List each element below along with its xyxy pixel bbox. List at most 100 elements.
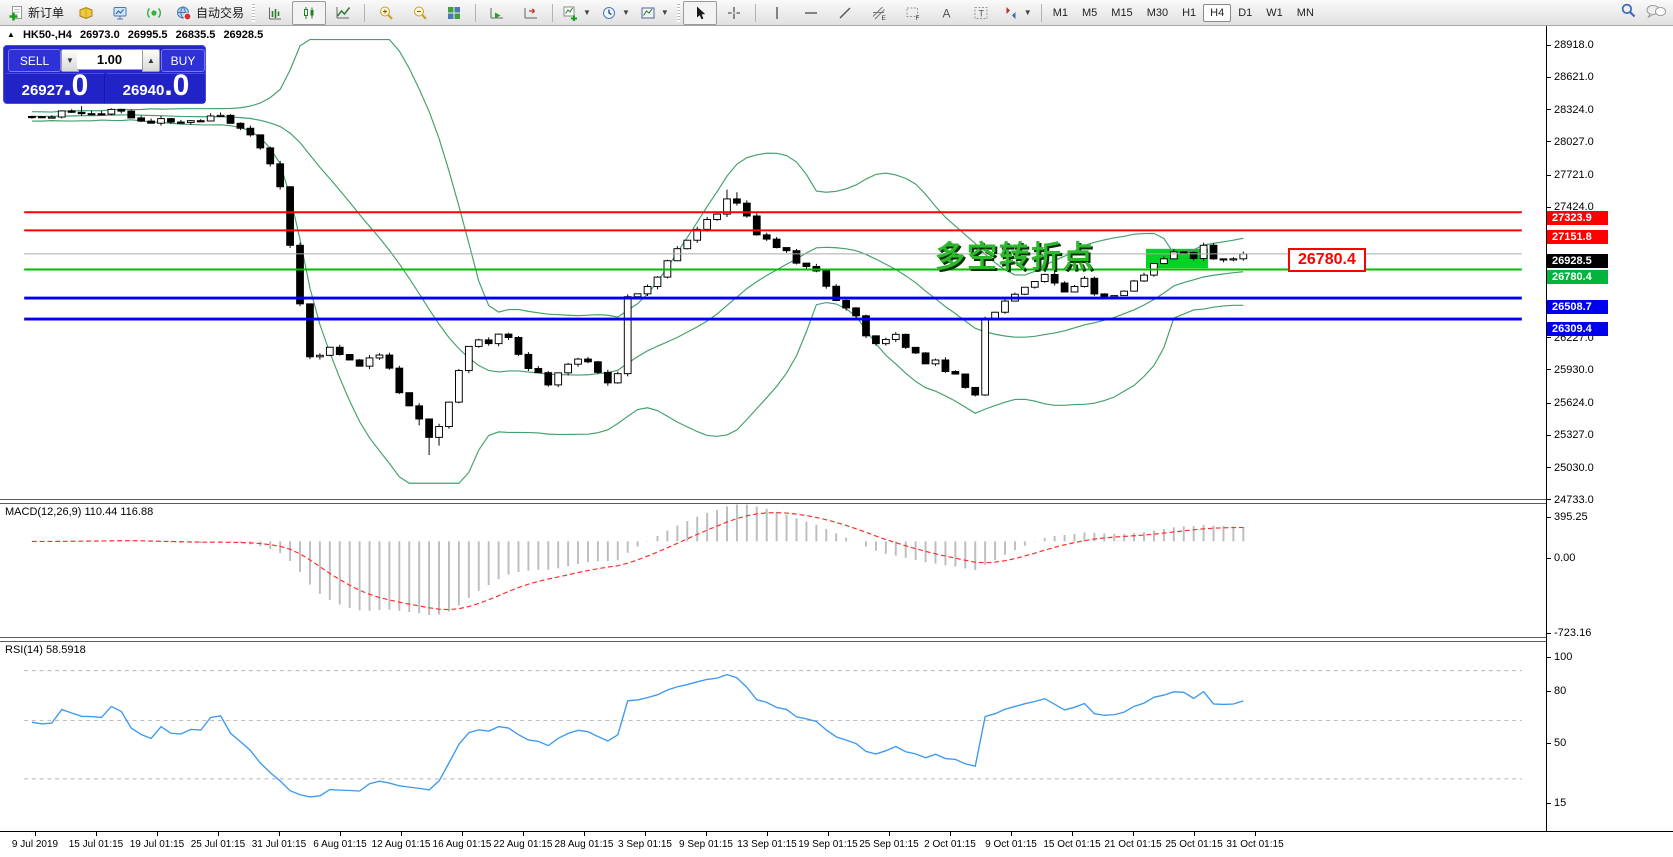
cursor-button[interactable]	[682, 0, 717, 25]
crosshair-button[interactable]	[717, 1, 751, 25]
volume-input[interactable]: 1.00	[77, 49, 142, 70]
trendline-button[interactable]	[828, 1, 862, 25]
chat-icon[interactable]	[1645, 3, 1667, 24]
time-tick	[1194, 832, 1195, 836]
candlestick-chart-button[interactable]	[292, 0, 327, 25]
candle-body	[723, 198, 731, 215]
timeframe-M1[interactable]: M1	[1052, 6, 1068, 19]
trade-panel-controls: SELL ▼ 1.00 ▲ BUY	[4, 49, 205, 72]
volume-increase-button[interactable]: ▲	[142, 49, 160, 72]
candle-body	[1070, 286, 1079, 293]
price-tick: 28324.0	[1547, 104, 1594, 116]
candle-body	[167, 118, 175, 123]
text-label-button[interactable]: T	[964, 1, 998, 25]
arrows-icon	[1003, 5, 1019, 21]
sell-button[interactable]: SELL	[8, 49, 61, 72]
periods-button[interactable]: ▼	[596, 1, 635, 25]
time-tick	[35, 832, 36, 836]
price-tick: 27721.0	[1547, 169, 1594, 181]
candle-body	[107, 108, 116, 115]
candle-body	[425, 418, 433, 438]
signal-icon	[146, 5, 162, 21]
tile-windows-button[interactable]	[437, 1, 471, 25]
candle-body	[1179, 251, 1188, 254]
signal-button[interactable]	[137, 1, 171, 25]
horizontal-line-button[interactable]	[794, 1, 828, 25]
line-chart-button[interactable]	[326, 1, 360, 25]
new-chart-button[interactable]: ▼	[557, 1, 596, 25]
timeframe-group: M1 M5 M15 M30 H1 H4 D1 W1 MN	[1046, 3, 1321, 22]
macd-pane-splitter[interactable]	[0, 499, 1546, 504]
search-icon[interactable]	[1620, 2, 1637, 24]
time-label: 3 Sep 01:15	[618, 839, 672, 850]
zoom-in-icon	[378, 5, 394, 21]
sell-price-main: 26927	[21, 82, 64, 99]
zoom-in-button[interactable]	[369, 1, 403, 25]
arrows-button[interactable]: ▼	[998, 1, 1037, 25]
auto-scroll-button[interactable]	[480, 1, 514, 25]
price-axis[interactable]: 28918.0 28621.0 28324.0 28027.0 27721.0 27424…	[1546, 26, 1673, 831]
buy-price-display[interactable]: 26940.0	[107, 71, 205, 103]
auto-trading-button[interactable]: 自动交易	[171, 1, 249, 25]
buy-button[interactable]: BUY	[161, 49, 205, 72]
rsi-label: RSI(14) 58.5918	[5, 644, 86, 656]
channel-button[interactable]: F	[896, 1, 930, 25]
sell-price-display[interactable]: 26927.0	[6, 71, 105, 103]
time-label: 21 Oct 01:15	[1104, 839, 1162, 850]
candle-body	[246, 127, 255, 136]
market-watch-button[interactable]	[103, 1, 137, 25]
timeframe-H1[interactable]: H1	[1182, 6, 1197, 19]
timeframe-W1[interactable]: W1	[1266, 6, 1283, 19]
timeframe-H4[interactable]: H4	[1203, 3, 1232, 22]
chart-plot-area[interactable]	[0, 26, 1546, 831]
fibonacci-button[interactable]: E	[862, 1, 896, 25]
svg-text:E: E	[881, 15, 886, 21]
time-axis[interactable]: 9 Jul 2019 15 Jul 01:15 19 Jul 01:15 25 Jul…	[0, 831, 1673, 857]
candle-body	[1189, 251, 1198, 259]
time-tick	[1072, 832, 1073, 836]
candle-body	[455, 370, 463, 403]
candle-body	[226, 114, 235, 124]
vertical-line-button[interactable]	[760, 1, 794, 25]
bar-chart-button[interactable]	[258, 1, 292, 25]
timeframe-M5[interactable]: M5	[1082, 6, 1098, 19]
candle-body	[633, 293, 642, 298]
price-line-label: 27151.8	[1547, 229, 1608, 244]
buy-price-main: 26940	[122, 82, 165, 99]
candle-body	[1100, 293, 1109, 298]
rsi-axis-tick: 80	[1547, 685, 1566, 697]
quotes-button[interactable]	[69, 1, 103, 25]
price-tick: 25930.0	[1547, 364, 1594, 376]
candle-body	[603, 371, 612, 384]
rsi-pane-splitter[interactable]	[0, 637, 1546, 642]
chart-shift-button[interactable]	[514, 1, 548, 25]
text-button[interactable]: A	[930, 1, 964, 25]
candle-body	[852, 307, 860, 317]
new-order-button[interactable]: 新订单	[3, 1, 69, 25]
candle-body	[335, 346, 344, 356]
candle-body	[474, 339, 483, 347]
candle-body	[196, 120, 205, 123]
zoom-out-button[interactable]	[403, 1, 437, 25]
timeframe-M15[interactable]: M15	[1111, 6, 1133, 19]
timeframe-MN[interactable]: MN	[1296, 6, 1314, 19]
timeframe-D1[interactable]: D1	[1238, 6, 1253, 19]
candle-body	[415, 405, 424, 420]
channel-icon: F	[905, 5, 921, 21]
candle-body	[981, 318, 990, 396]
time-label: 31 Oct 01:15	[1226, 839, 1284, 850]
candle-body	[613, 373, 622, 384]
candle-body	[1080, 277, 1089, 287]
templates-icon	[640, 5, 656, 21]
templates-button[interactable]: ▼	[635, 1, 674, 25]
bollinger-lower-band	[31, 119, 1244, 484]
quotes-icon	[78, 5, 94, 21]
rsi-line	[31, 673, 1244, 798]
time-tick	[767, 832, 768, 836]
timeframe-M30[interactable]: M30	[1146, 6, 1169, 19]
time-tick	[96, 832, 97, 836]
dropdown-arrow-icon: ▼	[1023, 8, 1032, 17]
periods-icon	[601, 5, 617, 21]
bar-chart-icon	[267, 5, 283, 21]
time-tick	[584, 832, 585, 836]
